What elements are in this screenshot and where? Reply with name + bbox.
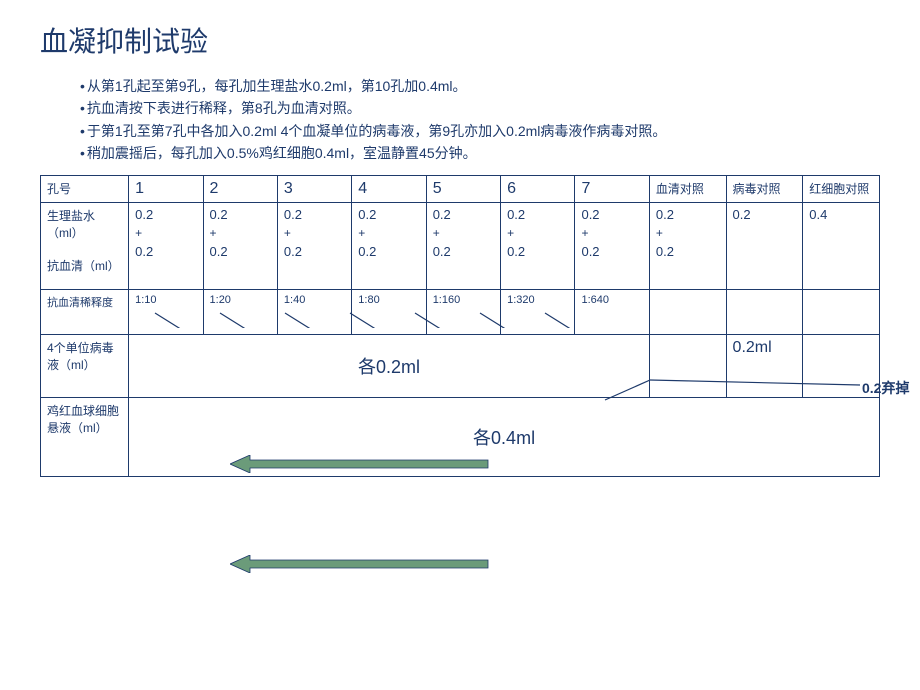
saline-cell: 0.2 + 0.2 — [203, 202, 277, 289]
saline-top: 0.2 — [135, 207, 196, 222]
saline-cell: 0.2 + 0.2 — [352, 202, 426, 289]
saline-bot: 0.2 — [210, 244, 271, 259]
header-rbc-ctrl: 红细胞对照 — [803, 175, 880, 202]
virus-main: 各0.2ml — [129, 334, 650, 397]
plus: + — [358, 226, 419, 240]
saline-top: 0.2 — [656, 207, 720, 222]
header-serum-ctrl: 血清对照 — [649, 175, 726, 202]
saline-top: 0.2 — [733, 207, 797, 222]
saline-top: 0.2 — [507, 207, 568, 222]
table-header-row: 孔号 1 2 3 4 5 6 7 血清对照 病毒对照 红细胞对照 — [41, 175, 880, 202]
discard-text: 0.2弃掉 — [862, 378, 909, 398]
saline-cell: 0.4 — [803, 202, 880, 289]
saline-top: 0.2 — [433, 207, 494, 222]
dilution-cell: 1:640 — [575, 289, 649, 334]
virus-label: 4个单位病毒液（ml） — [41, 334, 129, 397]
plus: + — [210, 226, 271, 240]
saline-bot: 0.2 — [433, 244, 494, 259]
saline-label: 生理盐水（ml） 抗血清（ml） — [41, 202, 129, 289]
saline-bot: 0.2 — [507, 244, 568, 259]
dilution-cell: 1:20 — [203, 289, 277, 334]
dilution-cell: 1:10 — [129, 289, 203, 334]
saline-label-2: 抗血清（ml） — [47, 257, 122, 274]
virus-main-text: 各0.2ml — [358, 357, 420, 377]
saline-bot: 0.2 — [358, 244, 419, 259]
bullet-item: 稍加震摇后，每孔加入0.5%鸡红细胞0.4ml，室温静置45分钟。 — [80, 142, 920, 164]
saline-cell: 0.2 + 0.2 — [129, 202, 203, 289]
header-col: 4 — [352, 175, 426, 202]
dilution-cell: 1:160 — [426, 289, 500, 334]
plus: + — [135, 226, 196, 240]
header-virus-ctrl: 病毒对照 — [726, 175, 803, 202]
saline-label-1: 生理盐水（ml） — [47, 207, 122, 241]
page-title: 血凝抑制试验 — [0, 0, 920, 60]
header-col: 5 — [426, 175, 500, 202]
dilution-cell — [803, 289, 880, 334]
header-col: 6 — [501, 175, 575, 202]
saline-cell: 0.2 + 0.2 — [575, 202, 649, 289]
header-hole: 孔号 — [41, 175, 129, 202]
rbc-main-text: 各0.4ml — [473, 428, 535, 448]
saline-cell: 0.2 + 0.2 — [649, 202, 726, 289]
dilution-cell — [649, 289, 726, 334]
saline-cell: 0.2 + 0.2 — [426, 202, 500, 289]
saline-cell: 0.2 — [726, 202, 803, 289]
bullet-list: 从第1孔起至第9孔，每孔加生理盐水0.2ml，第10孔加0.4ml。 抗血清按下… — [0, 60, 920, 175]
rbc-main: 各0.4ml — [129, 397, 880, 476]
saline-top: 0.2 — [284, 207, 345, 222]
plus: + — [284, 226, 345, 240]
header-col: 2 — [203, 175, 277, 202]
bullet-item: 从第1孔起至第9孔，每孔加生理盐水0.2ml，第10孔加0.4ml。 — [80, 75, 920, 97]
header-col: 7 — [575, 175, 649, 202]
dilution-cell: 1:40 — [277, 289, 351, 334]
saline-bot: 0.2 — [284, 244, 345, 259]
header-col: 3 — [277, 175, 351, 202]
virus-row: 4个单位病毒液（ml） 各0.2ml 0.2ml — [41, 334, 880, 397]
virus-empty — [649, 334, 726, 397]
saline-cell: 0.2 + 0.2 — [501, 202, 575, 289]
saline-top: 0.4 — [809, 207, 873, 222]
header-col: 1 — [129, 175, 203, 202]
saline-row: 生理盐水（ml） 抗血清（ml） 0.2 + 0.2 0.2 + 0.2 0.2… — [41, 202, 880, 289]
saline-top: 0.2 — [358, 207, 419, 222]
plus: + — [581, 226, 642, 240]
saline-top: 0.2 — [581, 207, 642, 222]
dilution-cell — [726, 289, 803, 334]
dilution-cell: 1:320 — [501, 289, 575, 334]
dilution-cell: 1:80 — [352, 289, 426, 334]
bullet-item: 于第1孔至第7孔中各加入0.2ml 4个血凝单位的病毒液，第9孔亦加入0.2ml… — [80, 120, 920, 142]
saline-bot: 0.2 — [135, 244, 196, 259]
saline-top: 0.2 — [210, 207, 271, 222]
bullet-item: 抗血清按下表进行稀释，第8孔为血清对照。 — [80, 97, 920, 119]
plus: + — [433, 226, 494, 240]
left-arrow-icon — [230, 555, 490, 573]
plus: + — [656, 226, 720, 240]
saline-bot: 0.2 — [581, 244, 642, 259]
dilution-table: 孔号 1 2 3 4 5 6 7 血清对照 病毒对照 红细胞对照 生理盐水（ml… — [40, 175, 880, 477]
rbc-label: 鸡红血球细胞悬液（ml） — [41, 397, 129, 476]
saline-cell: 0.2 + 0.2 — [277, 202, 351, 289]
dilution-row: 抗血清稀释度 1:10 1:20 1:40 1:80 1:160 1:320 1… — [41, 289, 880, 334]
saline-bot: 0.2 — [656, 244, 720, 259]
dilution-label: 抗血清稀释度 — [41, 289, 129, 334]
virus-ctrl-cell: 0.2ml — [726, 334, 803, 397]
rbc-row: 鸡红血球细胞悬液（ml） 各0.4ml — [41, 397, 880, 476]
plus: + — [507, 226, 568, 240]
